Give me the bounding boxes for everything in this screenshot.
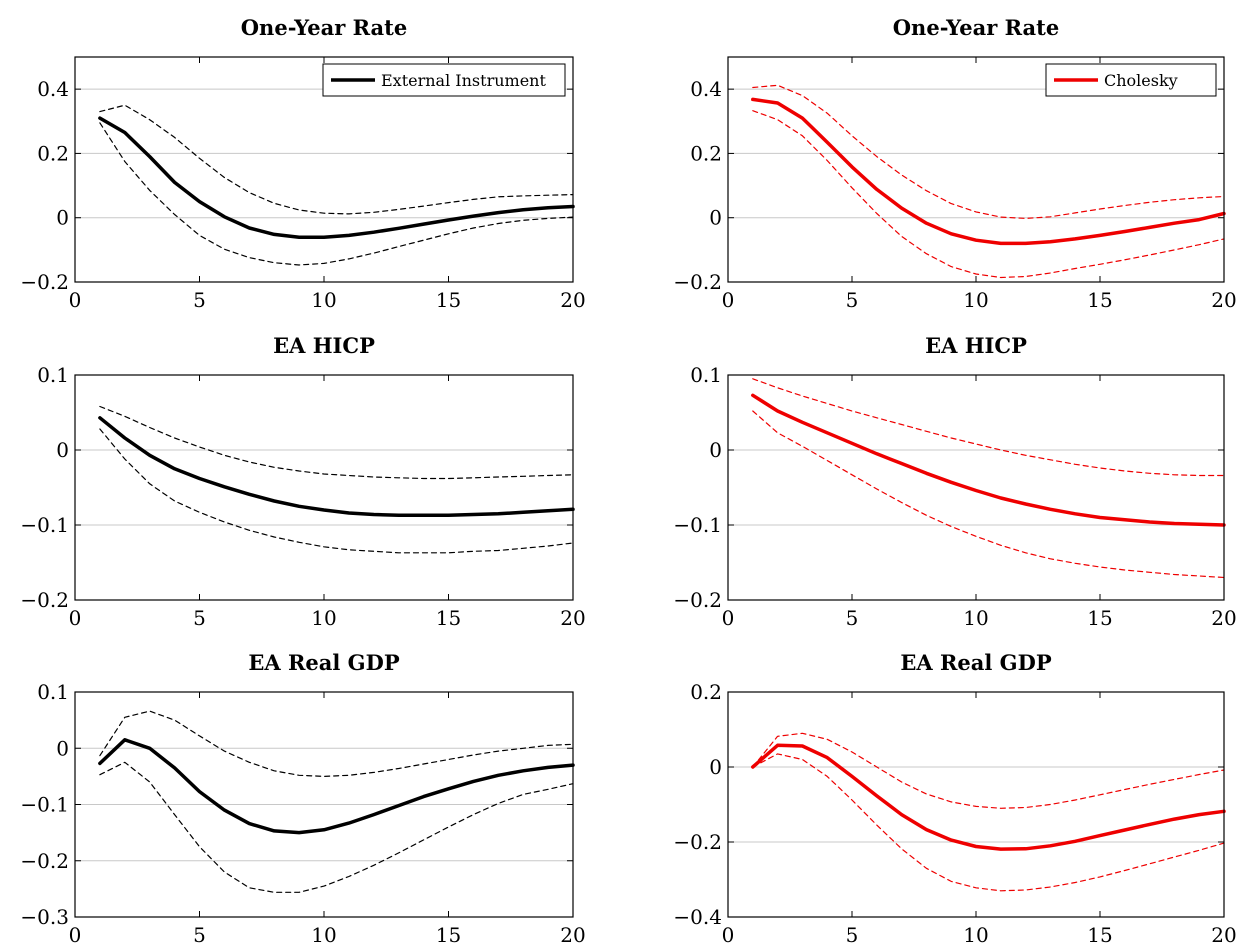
y-tick-label: 0.1 [37, 363, 69, 387]
x-tick-label: 5 [193, 606, 206, 630]
x-tick-label: 15 [436, 606, 461, 630]
y-tick-label: 0.2 [37, 141, 69, 165]
y-tick-label: 0 [56, 736, 69, 760]
confidence-band-line [752, 110, 1225, 279]
x-tick-label: 0 [69, 923, 82, 947]
series-line [751, 393, 1226, 527]
axes-frame [74, 374, 574, 601]
y-tick-label: 0 [56, 438, 69, 462]
x-tick-label: 5 [846, 606, 859, 630]
confidence-band-line [752, 84, 1225, 219]
x-tick-label: 10 [311, 923, 336, 947]
y-tick-label: 0.2 [690, 680, 722, 704]
x-tick-label: 10 [963, 288, 988, 312]
y-tick-label: −0.2 [673, 270, 722, 294]
x-tick-label: 5 [193, 923, 206, 947]
y-tick-label: −0.2 [673, 588, 722, 612]
chart-panel-4: EA HICP −0.2 −0.1 0 0.1 0 5 10 15 20 [673, 333, 1236, 630]
x-tick-label: 20 [560, 606, 585, 630]
axes-frame [727, 374, 1225, 601]
y-tick-label: −0.1 [20, 513, 69, 537]
axes-frame [74, 56, 574, 283]
y-tick-label: −0.1 [673, 513, 722, 537]
confidence-band-line [752, 378, 1225, 477]
series-line [751, 97, 1226, 246]
confidence-band-line [99, 405, 574, 480]
y-tick-label: −0.4 [673, 905, 722, 929]
y-tick-label: −0.2 [20, 588, 69, 612]
confidence-band-line [752, 410, 1225, 579]
y-tick-label: −0.2 [20, 270, 69, 294]
chart-title: EA Real GDP [900, 650, 1051, 675]
confidence-band-line [752, 753, 1225, 892]
confidence-band-line [99, 761, 574, 893]
y-tick-label: 0.1 [690, 363, 722, 387]
chart-title: One-Year Rate [893, 15, 1059, 40]
x-tick-label: 10 [963, 606, 988, 630]
confidence-band-line [752, 732, 1225, 809]
x-tick-label: 5 [846, 288, 859, 312]
chart-panel-1: One-Year Rate−0.200.20.40 5 10 15 20External… [20, 15, 585, 312]
legend-label: External Instrument [381, 71, 546, 90]
x-tick-label: 10 [311, 606, 336, 630]
y-tick-label: 0 [709, 206, 722, 230]
x-tick-label: 15 [436, 288, 461, 312]
y-tick-label: 0.4 [37, 77, 69, 101]
x-tick-label: 5 [846, 923, 859, 947]
x-tick-label: 15 [1087, 288, 1112, 312]
x-tick-label: 20 [1211, 923, 1236, 947]
y-tick-label: 0.4 [690, 77, 722, 101]
y-tick-label: 0.1 [37, 680, 69, 704]
y-tick-label: 0.2 [690, 141, 722, 165]
x-tick-label: 15 [436, 923, 461, 947]
axes-frame [727, 691, 1225, 918]
axes-frame [74, 691, 574, 918]
axes-frame [727, 56, 1225, 283]
x-tick-label: 0 [722, 923, 735, 947]
series-line [751, 743, 1226, 851]
y-tick-label: −0.3 [20, 905, 69, 929]
x-tick-label: 0 [69, 606, 82, 630]
series-line [98, 116, 575, 240]
y-tick-label: 0 [709, 438, 722, 462]
legend: Cholesky [1045, 63, 1217, 97]
x-tick-label: 0 [722, 288, 735, 312]
chart-panel-6: EA Real GDP −0.4 −0.2 0 0.2 0 5 10 15 20 [673, 650, 1236, 947]
x-tick-label: 5 [193, 288, 206, 312]
chart-title: EA Real GDP [248, 650, 399, 675]
x-tick-label: 20 [1211, 606, 1236, 630]
series-line [98, 738, 575, 835]
chart-title: One-Year Rate [241, 15, 407, 40]
legend-label: Cholesky [1104, 71, 1178, 90]
x-tick-label: 10 [311, 288, 336, 312]
x-tick-label: 10 [963, 923, 988, 947]
y-tick-label: −0.1 [20, 793, 69, 817]
series-line [98, 416, 575, 518]
chart-panel-3: EA HICP −0.2 −0.1 0 0.1 0 5 10 15 20 [20, 333, 585, 630]
x-tick-label: 0 [69, 288, 82, 312]
confidence-band-line [99, 104, 574, 215]
x-tick-label: 15 [1087, 606, 1112, 630]
chart-panel-5: EA Real GDP −0.3 −0.2 −0.1 0 0.1 0 5 10 15 20 [20, 650, 585, 947]
confidence-band-line [99, 710, 574, 778]
chart-title: EA HICP [925, 333, 1027, 358]
x-tick-label: 20 [1211, 288, 1236, 312]
x-tick-label: 20 [560, 288, 585, 312]
y-tick-label: −0.2 [673, 830, 722, 854]
x-tick-label: 20 [560, 923, 585, 947]
confidence-band-line [99, 428, 574, 554]
y-tick-label: 0 [56, 206, 69, 230]
x-tick-label: 0 [722, 606, 735, 630]
chart-title: EA HICP [273, 333, 375, 358]
legend: External Instrument [322, 63, 566, 97]
y-tick-label: −0.2 [20, 849, 69, 873]
confidence-band-line [99, 122, 574, 266]
y-tick-label: 0 [709, 755, 722, 779]
x-tick-label: 15 [1087, 923, 1112, 947]
